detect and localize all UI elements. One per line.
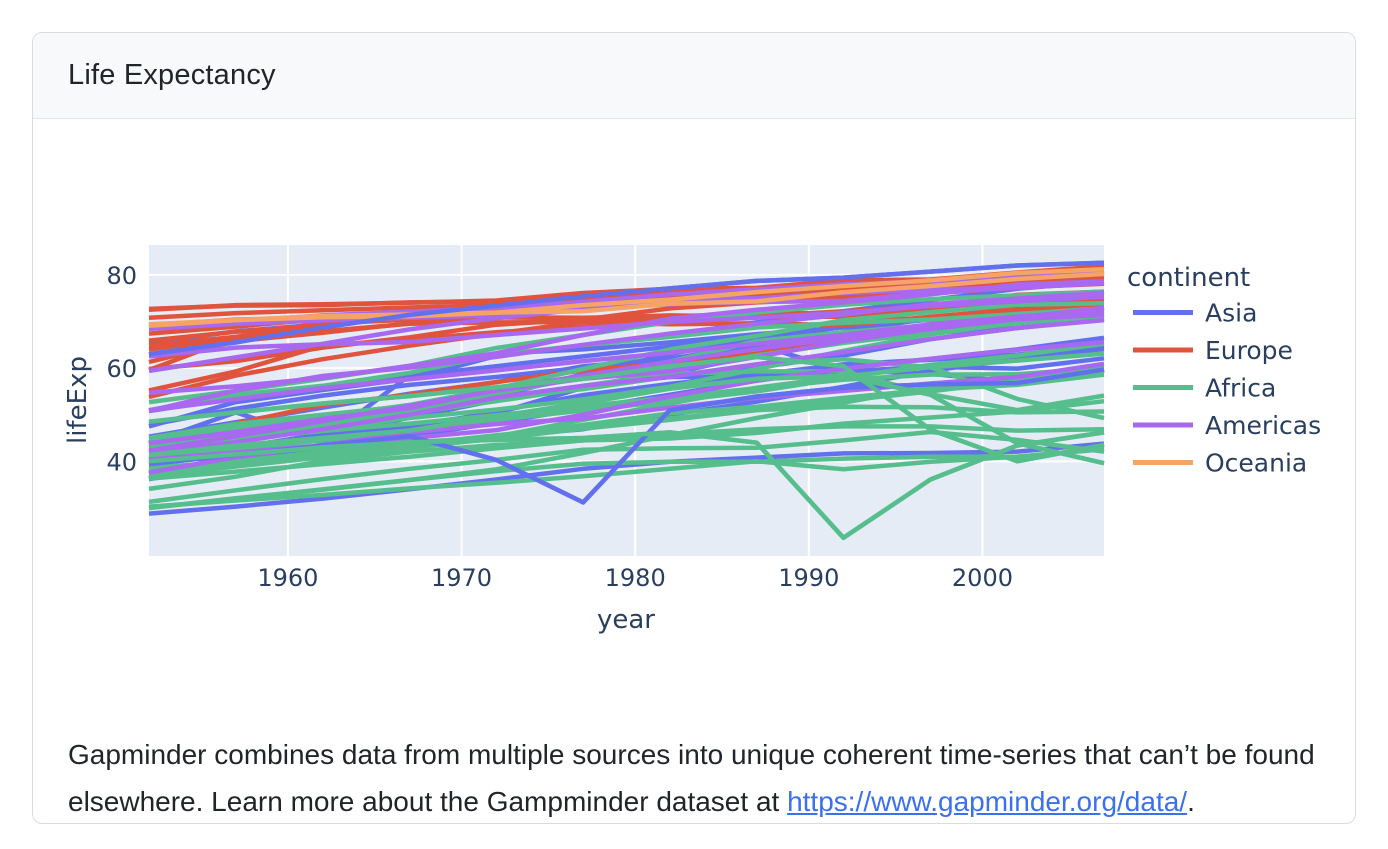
legend-item-oceania[interactable]: Oceania bbox=[1133, 449, 1307, 478]
description-text: Gapminder combines data from multiple so… bbox=[68, 739, 1315, 817]
legend-label: Europe bbox=[1205, 336, 1293, 365]
chart-line-africa bbox=[148, 313, 1105, 451]
card-body: 1960 1970 1980 1990 2000 40 60 80 year lifeExp … bbox=[33, 119, 1355, 823]
legend-item-europe[interactable]: Europe bbox=[1133, 336, 1293, 365]
chart-line-africa bbox=[148, 354, 1105, 464]
chart-line-africa bbox=[148, 398, 1105, 492]
y-axis-title: lifeExp bbox=[63, 356, 93, 444]
chart-line-africa bbox=[148, 373, 1105, 466]
card-header: Life Expectancy bbox=[33, 33, 1355, 119]
legend-title: continent bbox=[1127, 263, 1250, 293]
y-tick-label: 40 bbox=[106, 448, 137, 476]
description: Gapminder combines data from multiple so… bbox=[68, 731, 1320, 825]
legend-item-americas[interactable]: Americas bbox=[1133, 411, 1321, 440]
legend-label: Africa bbox=[1205, 374, 1276, 403]
x-tick-label: 2000 bbox=[952, 564, 1013, 592]
description-period: . bbox=[1187, 786, 1195, 817]
chart-line-americas bbox=[148, 308, 1105, 413]
chart-line-asia bbox=[148, 260, 1105, 357]
chart-line-africa bbox=[148, 446, 1105, 511]
chart-line-africa bbox=[148, 446, 1105, 509]
legend-label: Oceania bbox=[1205, 449, 1307, 478]
y-tick-label: 80 bbox=[106, 262, 137, 290]
x-tick-label: 1970 bbox=[431, 564, 492, 592]
chart-line-africa bbox=[148, 301, 1105, 443]
chart-line-americas bbox=[148, 305, 1105, 453]
y-tick-label: 60 bbox=[106, 355, 137, 383]
x-tick-label: 1980 bbox=[605, 564, 666, 592]
x-tick-label: 1960 bbox=[257, 564, 318, 592]
chart-line-africa bbox=[148, 430, 1105, 541]
legend-item-asia[interactable]: Asia bbox=[1133, 299, 1257, 328]
legend-label: Americas bbox=[1205, 411, 1321, 440]
card-title: Life Expectancy bbox=[68, 59, 276, 91]
chart-line-oceania bbox=[148, 271, 1105, 327]
chart-line-africa bbox=[148, 404, 1105, 473]
chart-line-americas bbox=[148, 317, 1105, 455]
gapminder-link[interactable]: https://www.gapminder.org/data/ bbox=[787, 786, 1188, 817]
x-tick-label: 1990 bbox=[778, 564, 839, 592]
legend-label: Asia bbox=[1205, 299, 1257, 328]
chart-line-asia bbox=[148, 441, 1105, 516]
legend-item-africa[interactable]: Africa bbox=[1133, 374, 1276, 403]
x-axis-title: year bbox=[597, 605, 655, 635]
life-expectancy-card: Life Expectancy 1960 1970 1980 1990 2000 40 60… bbox=[32, 32, 1356, 824]
